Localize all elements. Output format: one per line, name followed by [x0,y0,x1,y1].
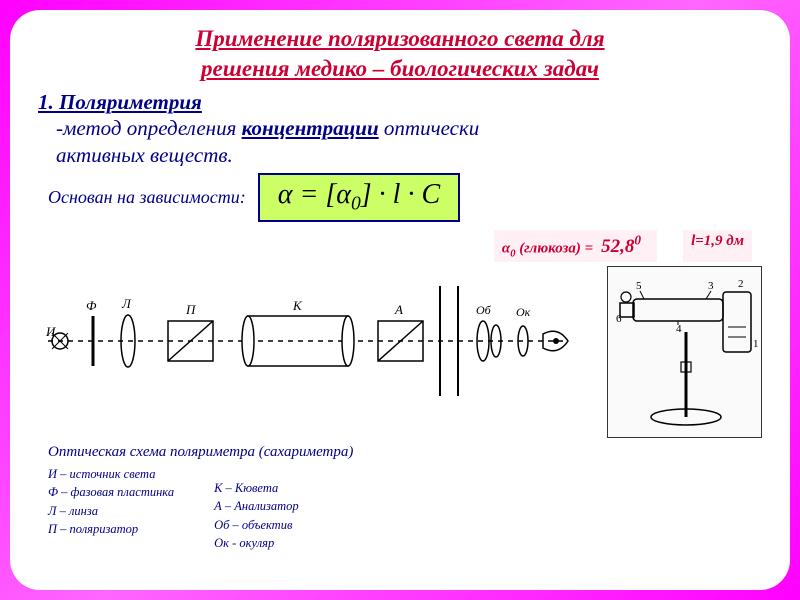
desc-pre: -метод определения [56,116,242,140]
svg-text:К: К [292,298,303,313]
legend-item: И – источник света [48,465,174,483]
title-line-1: Применение поляризованного света для [195,26,604,51]
svg-text:И: И [45,324,56,339]
svg-text:3: 3 [708,280,714,292]
legend-left: И – источник света Ф – фазовая пластинка… [48,465,174,552]
legend: И – источник света Ф – фазовая пластинка… [48,465,762,552]
slide-title: Применение поляризованного света для реш… [38,24,762,84]
title-line-2: решения медико – биологических задач [201,56,599,81]
device-svg: 1 2 3 4 5 6 [608,267,763,432]
based-on-label: Основан на зависимости: [48,187,246,208]
formula-row: Основан на зависимости: α = [α0] · l · C [38,173,762,222]
svg-text:П: П [185,302,197,317]
legend-item: Ок - окуляр [214,534,299,552]
device-drawing: 1 2 3 4 5 6 [607,266,762,438]
svg-text:Ок: Ок [516,305,531,319]
slide: Применение поляризованного света для реш… [10,10,790,590]
svg-text:4: 4 [676,323,682,335]
svg-text:6: 6 [616,313,622,325]
legend-item: К – Кювета [214,479,299,497]
description: -метод определения концентрации оптическ… [56,115,762,170]
legend-item: П – поляризатор [48,520,174,538]
svg-text:Л: Л [121,296,132,311]
param-length: l=1,9 дм [683,230,752,262]
svg-text:5: 5 [636,280,642,292]
desc-keyword: концентрации [242,116,379,140]
schematic-caption: Оптическая схема поляриметра (сахариметр… [48,444,762,461]
legend-item: Об – объектив [214,516,299,534]
legend-item: Ф – фазовая пластинка [48,483,174,501]
svg-text:2: 2 [738,278,744,290]
diagram-area: И Ф Л П К [38,266,762,438]
svg-text:Об: Об [476,303,492,317]
legend-right: К – Кювета А – Анализатор Об – объектив … [214,479,299,552]
formula: α = [α0] · l · C [278,179,440,210]
legend-item: А – Анализатор [214,497,299,515]
section-heading: 1. Поляриметрия [38,90,762,115]
legend-item: Л – линза [48,502,174,520]
formula-box: α = [α0] · l · C [258,173,460,222]
params-row: α0 (глюкоза) =52,80 l=1,9 дм [38,230,762,262]
schematic-svg: И Ф Л П К [38,266,578,396]
svg-text:Ф: Ф [86,298,97,313]
param-glucose: α0 (глюкоза) =52,80 [494,230,657,262]
svg-text:А: А [394,302,403,317]
desc-post: оптически [379,116,480,140]
desc-line2: активных веществ. [56,143,233,167]
optical-schematic: И Ф Л П К [38,266,599,438]
svg-text:1: 1 [753,338,759,350]
